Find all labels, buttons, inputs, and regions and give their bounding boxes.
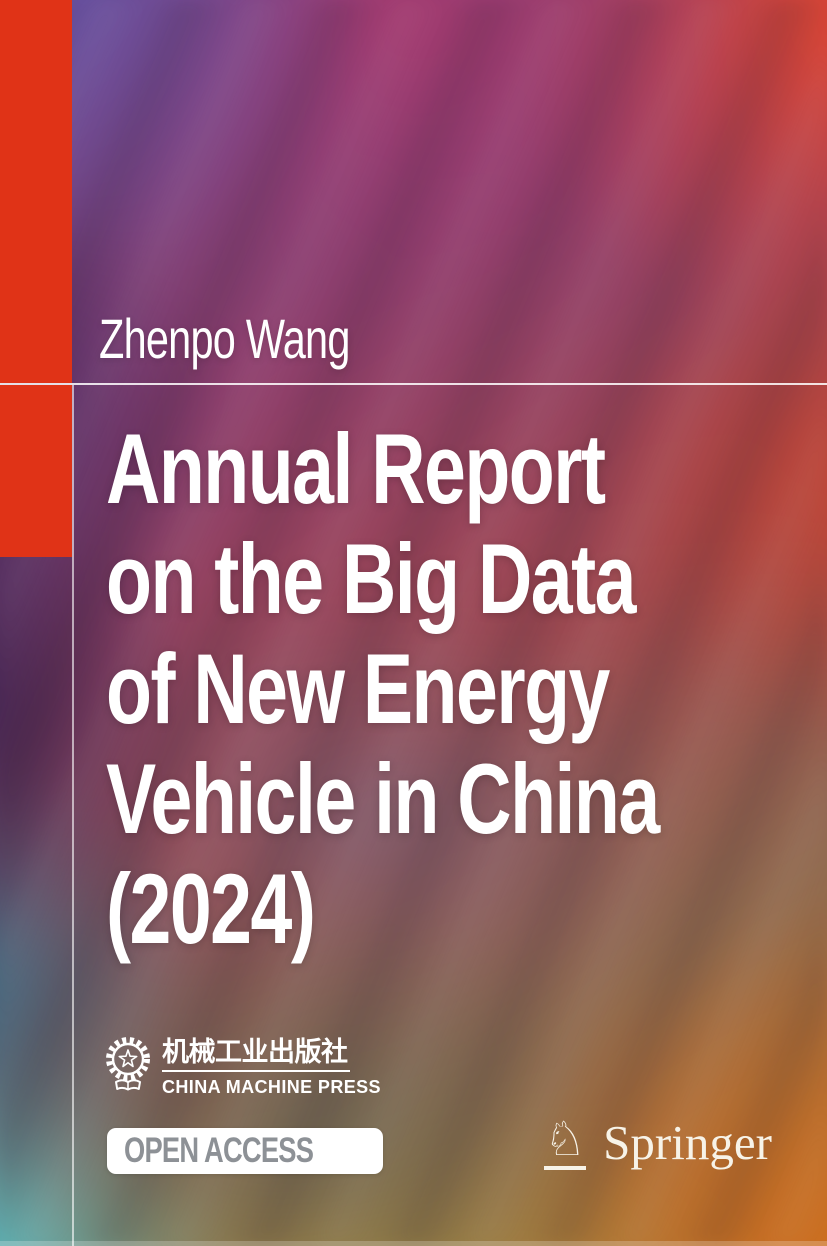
title-line-1: Annual Report bbox=[106, 413, 606, 524]
title-line-5: (2024) bbox=[106, 853, 316, 964]
open-access-badge: OPEN ACCESS bbox=[107, 1128, 384, 1174]
bottom-edge-highlight bbox=[0, 1241, 827, 1246]
horizontal-divider-line bbox=[0, 383, 827, 385]
publisher-name-english: CHINA MACHINE PRESS bbox=[162, 1077, 381, 1097]
vertical-divider-line bbox=[72, 385, 74, 1246]
open-access-label: OPEN ACCESS bbox=[124, 1131, 314, 1170]
china-machine-press-logo: 机械工业出版社 CHINA MACHINE PRESS bbox=[103, 1036, 381, 1098]
gear-star-book-icon bbox=[103, 1036, 153, 1098]
book-title: Annual Report on the Big Data of New Ene… bbox=[106, 413, 660, 964]
title-line-2: on the Big Data bbox=[106, 523, 637, 634]
red-accent-bar-bottom bbox=[0, 385, 72, 557]
springer-wordmark: Springer bbox=[603, 1115, 772, 1170]
publisher-name-chinese: 机械工业出版社 bbox=[162, 1036, 350, 1072]
title-line-4: Vehicle in China bbox=[106, 743, 660, 854]
title-line-3: of New Energy bbox=[106, 633, 610, 744]
springer-logo: ♘ Springer bbox=[544, 1116, 772, 1170]
springer-horse-icon: ♘ bbox=[544, 1116, 586, 1170]
author-name: Zhenpo Wang bbox=[99, 307, 350, 370]
red-accent-bar-top bbox=[0, 0, 72, 383]
springer-horse-underline bbox=[544, 1166, 587, 1170]
